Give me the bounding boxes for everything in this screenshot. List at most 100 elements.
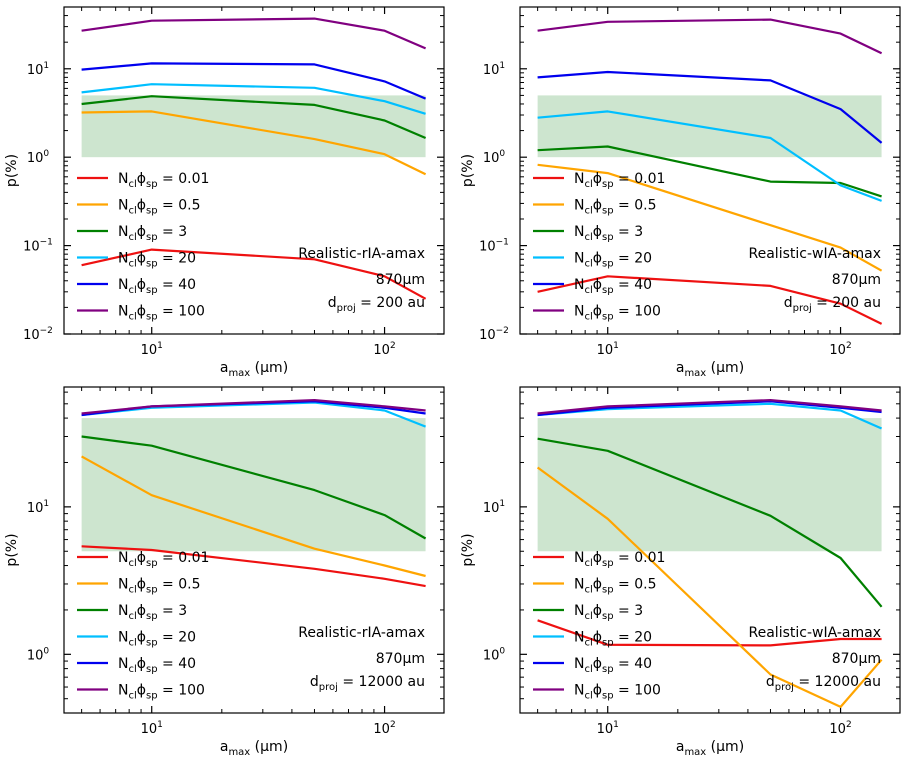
- legend-sub-cl: cl: [584, 206, 592, 217]
- legend-phi: ϕ: [593, 198, 602, 214]
- y-tick-base: 10: [27, 648, 44, 663]
- legend-sub-sp: sp: [146, 312, 158, 323]
- x-tick-exponent: 1: [157, 720, 163, 730]
- annotation-wavelength: 870μm: [376, 272, 425, 288]
- minor-ticks: [520, 387, 900, 713]
- series-lines: [81, 399, 427, 588]
- legend-sub-cl: cl: [128, 691, 136, 702]
- legend-phi: ϕ: [137, 304, 146, 320]
- legend-entry: Nclϕsp = 0.01: [118, 550, 209, 569]
- y-axis-label: p(%): [460, 533, 476, 566]
- x-axis-label-main: a: [220, 360, 229, 376]
- legend-phi: ϕ: [593, 550, 602, 566]
- y-tick-label: 10−1: [479, 238, 509, 255]
- annotation-model: Realistic-wIA-amax: [749, 246, 881, 262]
- legend-sub-cl: cl: [584, 179, 592, 190]
- y-tick-exponent: −1: [40, 238, 53, 248]
- series-line-3: [537, 145, 882, 198]
- legend-sub-sp: sp: [602, 206, 614, 217]
- legend-phi: ϕ: [137, 171, 146, 187]
- x-tick-exponent: 2: [846, 720, 852, 730]
- legend-entry: Nclϕsp = 0.5: [574, 577, 656, 596]
- legend-value: = 0.01: [158, 550, 210, 566]
- y-tick-base: 10: [483, 63, 500, 78]
- legend-sub-cl: cl: [584, 611, 592, 622]
- y-tick-base: 10: [479, 328, 496, 343]
- legend-entry: Nclϕsp = 20: [118, 251, 196, 270]
- legend-entry: Nclϕsp = 3: [574, 224, 643, 243]
- y-tick-exponent: −2: [40, 326, 53, 336]
- legend-phi: ϕ: [137, 224, 146, 240]
- legend-sub-sp: sp: [602, 285, 614, 296]
- annotation-dproj-sub: proj: [793, 303, 812, 314]
- legend-sub-sp: sp: [602, 259, 614, 270]
- annotation-dproj-main: d: [310, 674, 319, 690]
- legend-sub-cl: cl: [128, 206, 136, 217]
- legend-value: = 0.01: [158, 171, 210, 187]
- legend-sub-sp: sp: [146, 611, 158, 622]
- legend-entry: Nclϕsp = 3: [118, 603, 187, 622]
- legend-phi: ϕ: [593, 251, 602, 267]
- legend-sub-sp: sp: [602, 638, 614, 649]
- legend-sub-cl: cl: [584, 232, 592, 243]
- y-tick-label: 100: [27, 149, 50, 166]
- legend-value: = 0.5: [158, 577, 201, 593]
- legend-sub-sp: sp: [602, 691, 614, 702]
- legend-N: N: [118, 251, 128, 267]
- legend-sub-sp: sp: [146, 585, 158, 596]
- legend-entry: Nclϕsp = 20: [574, 251, 652, 270]
- legend-sub-cl: cl: [128, 585, 136, 596]
- legend-N: N: [574, 577, 584, 593]
- legend-value: = 20: [158, 251, 196, 267]
- legend-phi: ϕ: [593, 683, 602, 699]
- legend-value: = 3: [158, 224, 188, 240]
- series-line-0_01: [537, 619, 882, 647]
- annotation-model: Realistic-rIA-amax: [298, 246, 425, 262]
- legend-sub-cl: cl: [584, 312, 592, 323]
- legend-N: N: [574, 656, 584, 672]
- x-axis-label: amax (μm): [676, 739, 744, 758]
- legend-N: N: [118, 683, 128, 699]
- legend-phi: ϕ: [137, 603, 146, 619]
- annotation-dproj-main: d: [784, 295, 793, 311]
- x-tick-label: 102: [829, 341, 851, 358]
- plot-frame: [519, 6, 901, 335]
- annotation-wavelength: 870μm: [832, 272, 881, 288]
- x-tick-label: 101: [597, 341, 619, 358]
- y-tick-base: 10: [23, 240, 40, 255]
- y-tick-exponent: 1: [43, 499, 49, 509]
- legend-sub-sp: sp: [146, 638, 158, 649]
- legend-sub-sp: sp: [146, 691, 158, 702]
- legend-phi: ϕ: [137, 577, 146, 593]
- legend-sub-cl: cl: [584, 638, 592, 649]
- legend-value: = 0.5: [158, 198, 201, 214]
- legend-sub-cl: cl: [584, 691, 592, 702]
- series-line-3: [537, 437, 883, 608]
- x-tick-label: 101: [597, 720, 619, 737]
- legend-phi: ϕ: [137, 630, 146, 646]
- minor-ticks: [520, 7, 900, 334]
- legend-value: = 3: [614, 224, 644, 240]
- legend-entry: Nclϕsp = 3: [118, 224, 187, 243]
- legend-entry: Nclϕsp = 0.5: [118, 577, 200, 596]
- x-axis-label-unit: (μm): [250, 360, 288, 376]
- x-tick-label: 101: [141, 341, 163, 358]
- x-tick-exponent: 2: [846, 341, 852, 351]
- x-tick-exponent: 2: [390, 341, 396, 351]
- legend-sub-cl: cl: [128, 638, 136, 649]
- legend-N: N: [118, 630, 128, 646]
- legend-phi: ϕ: [593, 630, 602, 646]
- annotation-dproj-value: = 200 au: [812, 295, 881, 311]
- legend-entry: Nclϕsp = 40: [574, 656, 652, 675]
- x-tick-label: 101: [141, 720, 163, 737]
- series-lines: [536, 399, 883, 709]
- annotation-wavelength: 870μm: [832, 651, 881, 667]
- legend-phi: ϕ: [137, 251, 146, 267]
- legend-value: = 3: [614, 603, 644, 619]
